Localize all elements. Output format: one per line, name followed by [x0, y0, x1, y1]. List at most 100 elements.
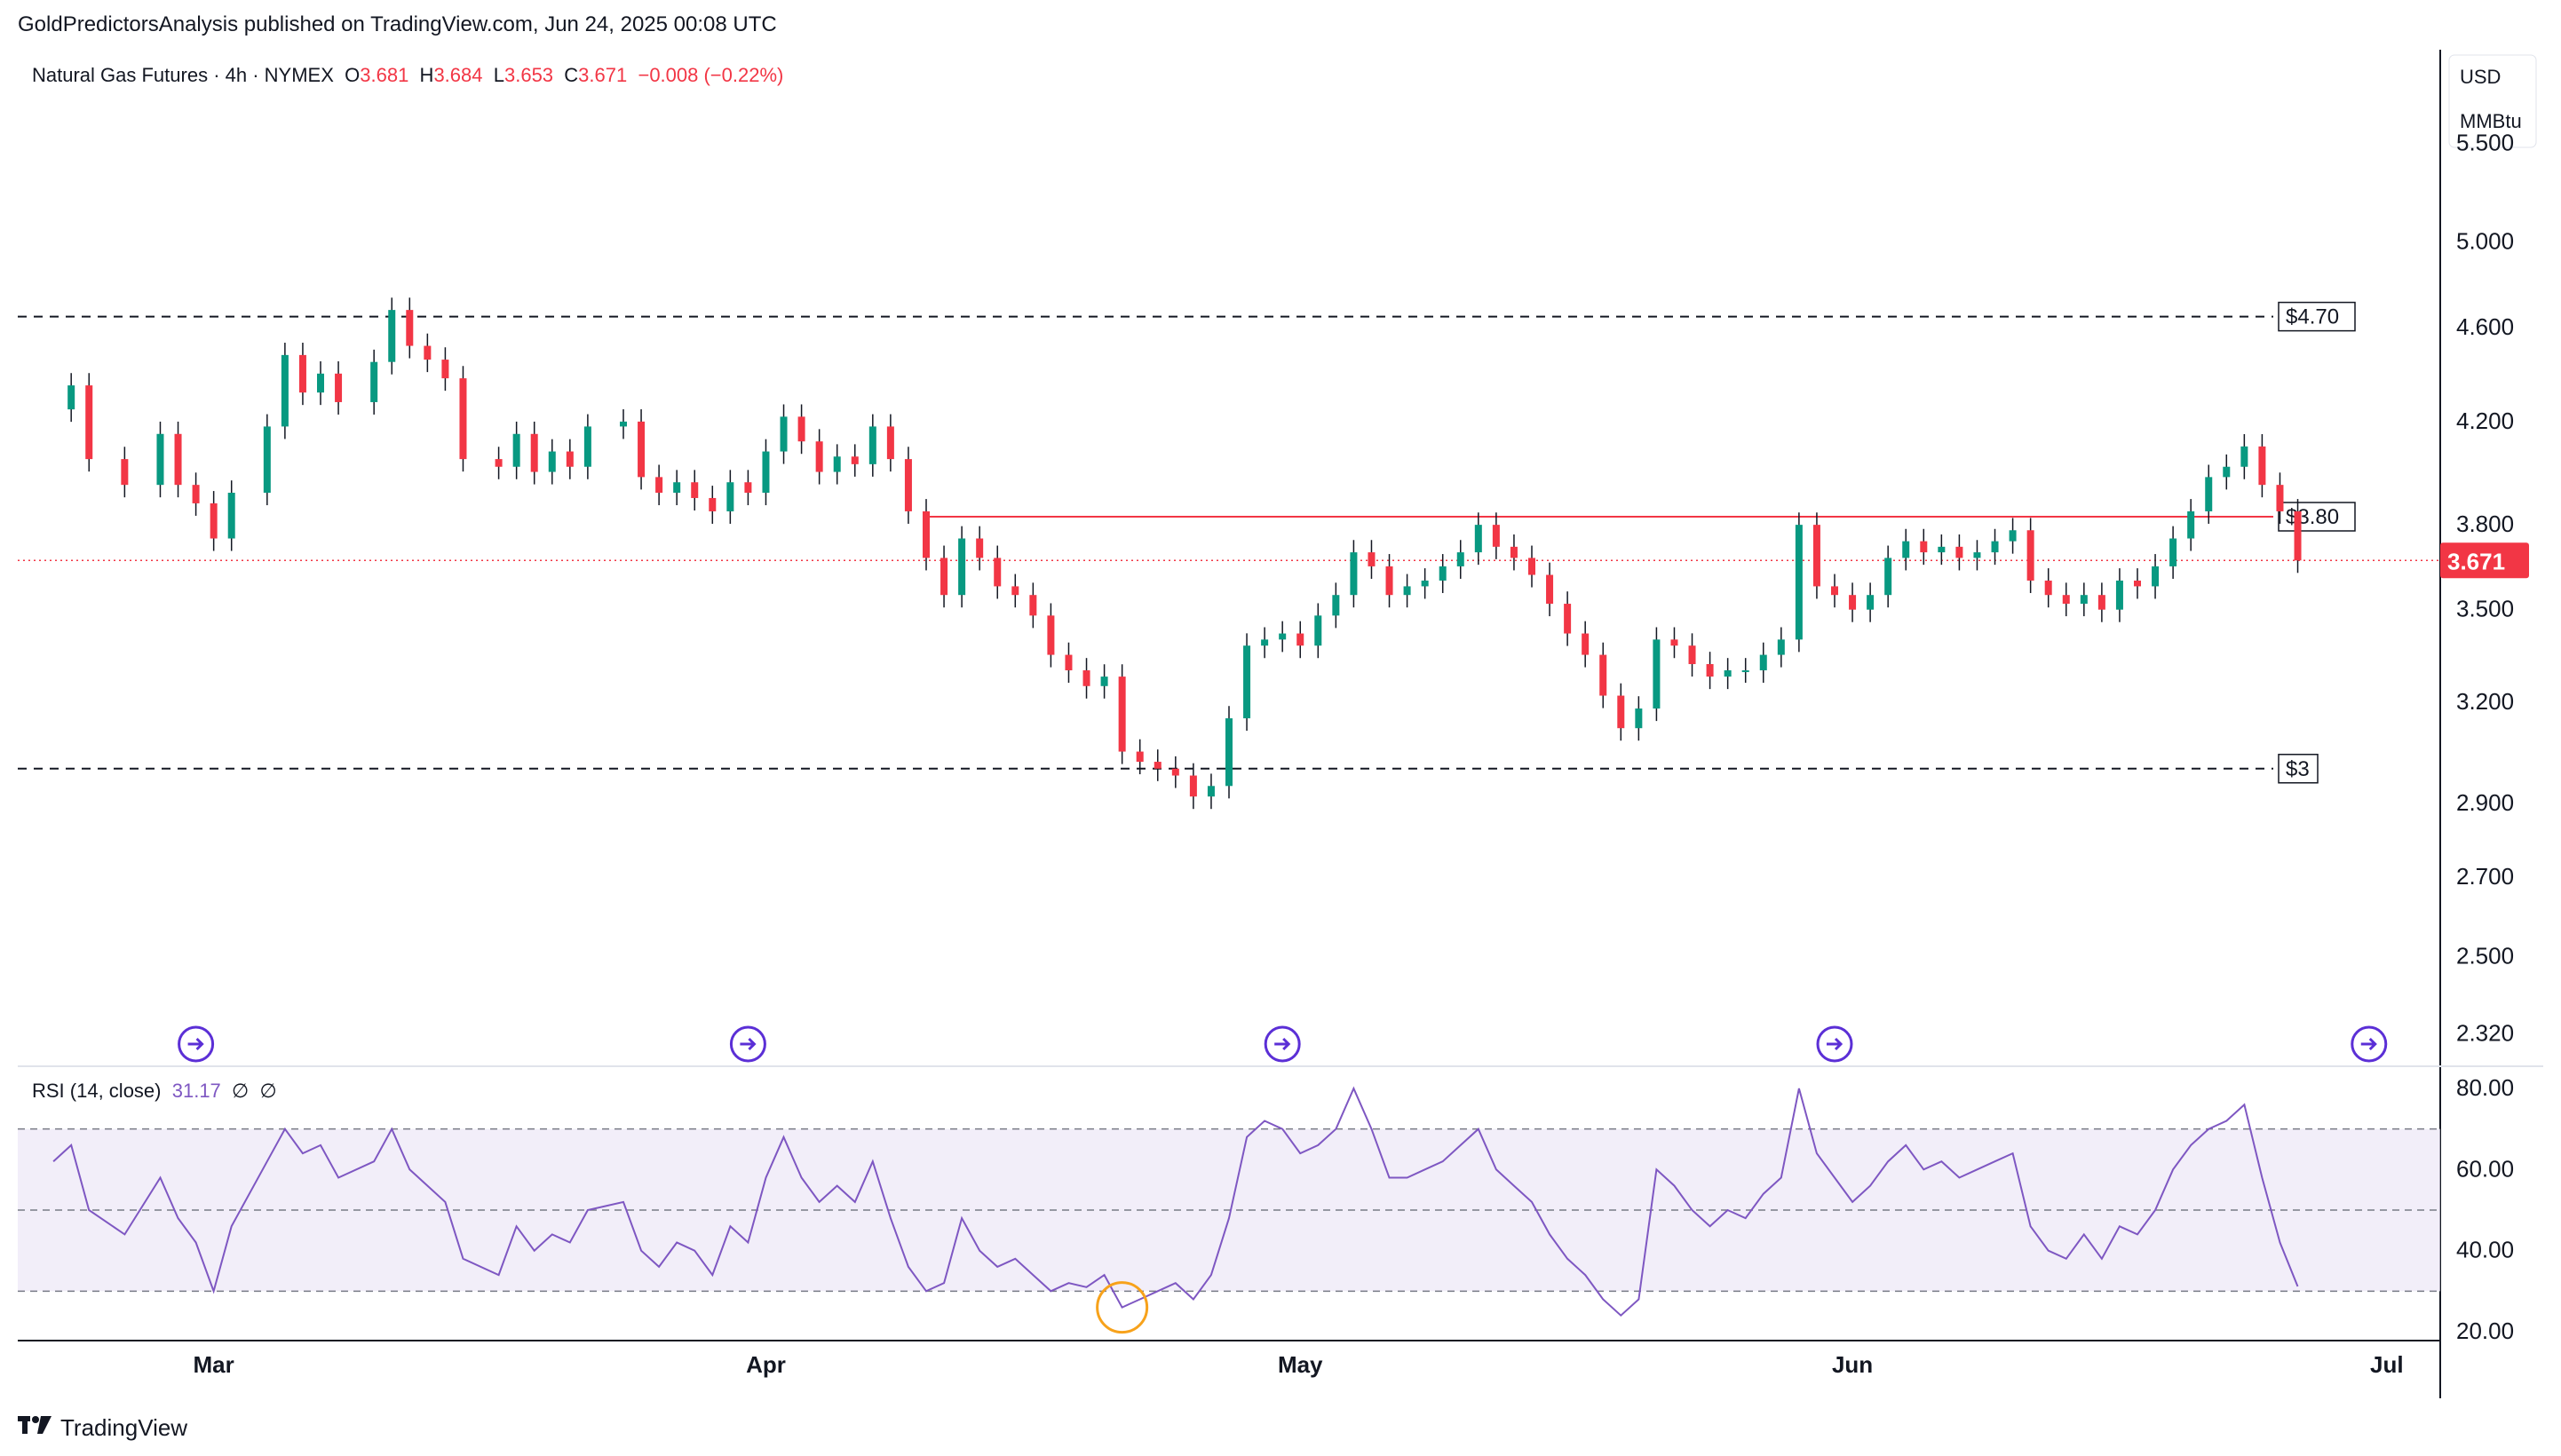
- candle-body: [923, 510, 930, 558]
- last-price-label: 3.671: [2447, 548, 2505, 574]
- candle-body: [1991, 541, 1999, 553]
- level-label-box: [2278, 301, 2356, 332]
- rsi-oversold-highlight: [1096, 1281, 1149, 1334]
- candle-body: [1653, 639, 1661, 709]
- candle-body: [2062, 595, 2070, 605]
- price-tick-label: 2.900: [2456, 789, 2514, 816]
- candle-body: [2223, 466, 2231, 478]
- candle-body: [815, 441, 823, 472]
- candle-body: [281, 354, 289, 427]
- rsi-tick-label: 60.00: [2456, 1155, 2514, 1182]
- candle-body: [2044, 580, 2052, 596]
- candle-body: [886, 426, 894, 460]
- candle-body: [1011, 586, 1019, 596]
- candle-body: [1439, 566, 1447, 581]
- candle-body: [1777, 639, 1785, 655]
- candle-body: [851, 456, 859, 464]
- candle-body: [2294, 510, 2302, 561]
- candle-body: [1368, 552, 1376, 566]
- tradingview-footer: TradingView: [18, 1413, 187, 1442]
- candle-body: [1938, 546, 1946, 553]
- candle-body: [1920, 541, 1928, 553]
- level-label-box: [2278, 502, 2356, 532]
- candle-body: [2097, 595, 2105, 610]
- candle-body: [227, 493, 235, 539]
- price-tick-label: 5.000: [2456, 227, 2514, 254]
- rsi-tick-label: 40.00: [2456, 1237, 2514, 1263]
- candle-body: [1082, 670, 1090, 686]
- candle-body: [1136, 751, 1144, 763]
- candle-body: [1225, 718, 1233, 787]
- candle-body: [976, 538, 984, 558]
- price-tick-label: 2.320: [2456, 1019, 2514, 1046]
- candle-body: [2134, 580, 2141, 587]
- candle-body: [388, 310, 396, 362]
- candle-body: [495, 459, 503, 467]
- candle-body: [1279, 633, 1287, 640]
- candle-body: [1546, 574, 1554, 605]
- open-value: 3.681: [360, 64, 409, 86]
- candle-body: [1385, 566, 1393, 596]
- close-label: C: [564, 64, 579, 86]
- candle-body: [1189, 775, 1197, 797]
- time-tick-label: Mar: [194, 1351, 234, 1378]
- candle-body: [1261, 639, 1269, 646]
- rsi-extra-2: ∅: [259, 1080, 277, 1102]
- candle-body: [1564, 604, 1572, 634]
- candle-body: [298, 354, 306, 393]
- rsi-name: RSI (14, close): [32, 1080, 162, 1102]
- candle-body: [1456, 552, 1464, 566]
- candle-body: [1296, 633, 1304, 646]
- rsi-legend: RSI (14, close) 31.17 ∅ ∅: [32, 1080, 277, 1103]
- candle-body: [994, 558, 1002, 587]
- candle-body: [1635, 708, 1643, 729]
- open-label: O: [345, 64, 361, 86]
- candle-body: [1831, 586, 1838, 596]
- candle-body: [1171, 768, 1179, 776]
- candle-body: [638, 421, 646, 478]
- candle-body: [2080, 595, 2088, 605]
- candle-body: [1617, 695, 1625, 729]
- candle-body: [1795, 525, 1803, 640]
- candle-body: [744, 482, 752, 494]
- unit-box: [2448, 54, 2537, 148]
- candle-body: [530, 433, 538, 472]
- candle-body: [958, 538, 966, 596]
- candle-body: [1688, 645, 1696, 665]
- candle-body: [1706, 664, 1714, 677]
- low-label: L: [493, 64, 504, 86]
- publisher-header: GoldPredictorsAnalysis published on Trad…: [18, 12, 777, 36]
- candle-body: [406, 310, 414, 346]
- candle-body: [673, 482, 681, 494]
- candle-body: [1884, 558, 1892, 596]
- candle-body: [1759, 654, 1767, 671]
- candle-body: [1670, 639, 1678, 646]
- candle-body: [1492, 525, 1500, 547]
- price-tick-label: 3.800: [2456, 510, 2514, 537]
- candle-body: [1332, 595, 1340, 616]
- candle-body: [726, 482, 734, 511]
- time-tick-label: May: [1278, 1351, 1323, 1378]
- level-label: $3.80: [2286, 505, 2339, 529]
- candle-body: [2115, 580, 2123, 610]
- candle-body: [424, 345, 432, 360]
- candle-body: [1350, 552, 1358, 596]
- event-arrow-icon: [1274, 1037, 1291, 1051]
- candle-body: [2187, 510, 2195, 539]
- time-tick-label: Jun: [1832, 1351, 1873, 1378]
- candle-body: [1973, 552, 1981, 558]
- candle-body: [940, 558, 948, 596]
- candle-body: [904, 459, 912, 511]
- event-arrow-icon: [187, 1037, 204, 1051]
- price-tick-label: 2.500: [2456, 943, 2514, 969]
- candle-body: [691, 482, 699, 498]
- last-price-badge: [2440, 542, 2529, 579]
- price-tick-label: 3.200: [2456, 688, 2514, 715]
- candle-body: [441, 360, 449, 379]
- candle-body: [1118, 677, 1126, 752]
- level-label: $3: [2286, 757, 2310, 781]
- candle-body: [583, 426, 591, 467]
- candle-body: [1047, 615, 1055, 655]
- candle-body: [762, 451, 770, 494]
